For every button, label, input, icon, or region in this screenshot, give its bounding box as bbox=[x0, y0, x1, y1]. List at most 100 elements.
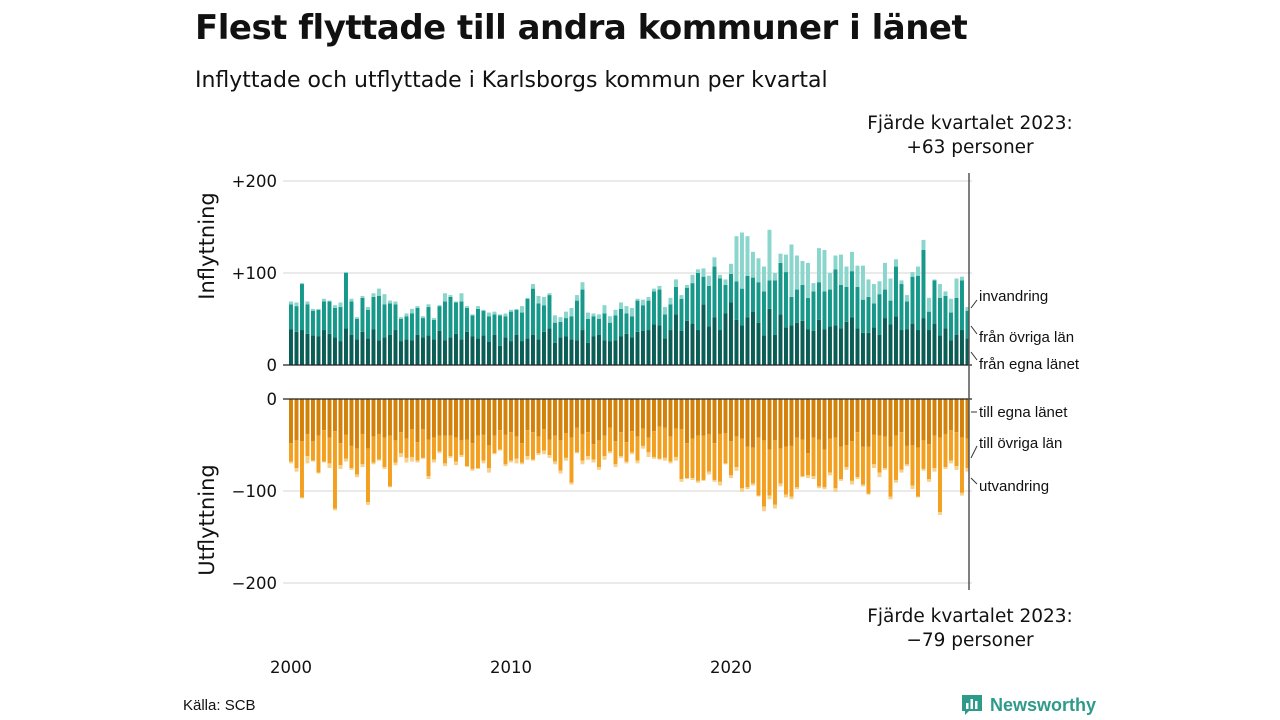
bar-from-own-county bbox=[844, 321, 849, 365]
bar-from-own-county bbox=[894, 316, 898, 365]
bar-from-other-counties bbox=[498, 315, 502, 346]
bar-immigration bbox=[619, 302, 623, 309]
bar-from-other-counties bbox=[745, 275, 750, 318]
bar-immigration bbox=[784, 254, 788, 273]
bar-emigration bbox=[311, 460, 315, 462]
bar-from-other-counties bbox=[822, 291, 827, 330]
bar-from-own-county bbox=[910, 323, 915, 365]
bar-from-other-counties bbox=[828, 289, 832, 327]
bar-to-own-county bbox=[591, 399, 596, 445]
bar-to-own-county bbox=[646, 399, 651, 438]
bar-from-other-counties bbox=[366, 309, 370, 339]
bar-from-other-counties bbox=[322, 301, 326, 331]
bar-immigration bbox=[745, 236, 750, 276]
bar-to-other-counties bbox=[888, 446, 893, 497]
bar-from-other-counties bbox=[520, 312, 524, 342]
bar-immigration bbox=[811, 283, 816, 292]
bar-emigration bbox=[360, 464, 365, 468]
bar-immigration bbox=[476, 306, 480, 309]
bar-to-other-counties bbox=[861, 446, 865, 485]
bar-immigration bbox=[591, 313, 596, 317]
bar-emigration bbox=[740, 488, 744, 492]
chart-subtitle: Inflyttade och utflyttade i Karlsborgs k… bbox=[195, 68, 828, 93]
bar-to-other-counties bbox=[294, 440, 299, 468]
bar-from-other-counties bbox=[338, 307, 343, 342]
bar-to-other-counties bbox=[855, 432, 860, 478]
bar-to-other-counties bbox=[806, 453, 810, 476]
bar-to-own-county bbox=[723, 399, 728, 434]
bar-from-own-county bbox=[371, 329, 376, 365]
bar-immigration bbox=[833, 255, 838, 270]
bar-to-own-county bbox=[498, 399, 502, 431]
bar-to-own-county bbox=[377, 399, 381, 434]
bar-emigration bbox=[899, 469, 904, 473]
bar-immigration bbox=[630, 307, 634, 317]
bar-emigration bbox=[547, 455, 552, 458]
bar-to-own-county bbox=[470, 399, 475, 444]
bar-from-own-county bbox=[542, 331, 546, 365]
bar-to-other-counties bbox=[630, 431, 634, 453]
bar-immigration bbox=[921, 239, 926, 250]
bar-to-other-counties bbox=[520, 443, 524, 463]
bar-to-own-county bbox=[668, 399, 673, 437]
bar-immigration bbox=[751, 251, 755, 278]
bar-to-other-counties bbox=[674, 428, 678, 457]
bar-emigration bbox=[410, 456, 414, 462]
bar-immigration bbox=[866, 279, 871, 297]
bar-to-other-counties bbox=[927, 444, 931, 480]
bar-emigration bbox=[580, 460, 585, 465]
bar-to-other-counties bbox=[415, 442, 420, 461]
bar-immigration bbox=[448, 295, 453, 297]
bar-immigration bbox=[696, 269, 700, 273]
bar-immigration bbox=[454, 301, 458, 303]
bar-emigration bbox=[954, 466, 959, 470]
bar-to-other-counties bbox=[547, 439, 552, 456]
bar-to-other-counties bbox=[432, 437, 436, 460]
bar-to-own-county bbox=[756, 399, 761, 438]
bar-from-other-counties bbox=[487, 316, 491, 342]
bar-to-other-counties bbox=[492, 435, 497, 454]
bar-to-other-counties bbox=[822, 449, 827, 488]
bar-from-other-counties bbox=[740, 288, 744, 326]
bar-from-own-county bbox=[652, 324, 656, 365]
bar-from-other-counties bbox=[591, 316, 596, 337]
bar-from-own-county bbox=[641, 330, 645, 365]
bar-from-other-counties bbox=[696, 273, 700, 331]
bar-to-other-counties bbox=[586, 432, 590, 457]
bar-to-own-county bbox=[487, 399, 491, 445]
bar-from-own-county bbox=[465, 331, 469, 365]
bar-from-own-county bbox=[388, 334, 392, 365]
bar-from-own-county bbox=[927, 330, 931, 365]
bar-immigration bbox=[938, 284, 942, 298]
bar-immigration bbox=[465, 306, 469, 308]
bar-from-own-county bbox=[586, 342, 590, 365]
bar-immigration bbox=[421, 316, 425, 319]
bar-emigration bbox=[806, 475, 810, 479]
bar-to-own-county bbox=[481, 399, 486, 435]
bar-immigration bbox=[360, 296, 365, 298]
bar-from-other-counties bbox=[729, 273, 733, 303]
bar-to-other-counties bbox=[817, 439, 821, 487]
bar-to-other-counties bbox=[811, 437, 816, 477]
bar-from-own-county bbox=[674, 314, 678, 365]
bar-to-own-county bbox=[965, 399, 970, 439]
bar-emigration bbox=[333, 508, 337, 511]
bar-to-other-counties bbox=[685, 443, 689, 479]
bar-from-other-counties bbox=[635, 300, 640, 332]
bar-from-other-counties bbox=[454, 302, 458, 334]
bar-from-other-counties bbox=[619, 308, 623, 337]
bar-from-other-counties bbox=[679, 298, 684, 331]
bar-immigration bbox=[382, 294, 387, 305]
bar-from-other-counties bbox=[349, 301, 354, 335]
bar-from-own-county bbox=[899, 330, 904, 365]
bar-emigration bbox=[927, 479, 931, 482]
bar-from-own-county bbox=[668, 330, 673, 365]
bar-to-own-county bbox=[382, 399, 387, 438]
bar-from-other-counties bbox=[850, 271, 854, 318]
bar-from-other-counties bbox=[685, 287, 689, 321]
bar-immigration bbox=[503, 313, 508, 317]
bar-emigration bbox=[773, 504, 777, 509]
bar-from-other-counties bbox=[509, 311, 513, 342]
bar-from-own-county bbox=[509, 341, 513, 365]
bar-to-own-county bbox=[817, 399, 821, 440]
